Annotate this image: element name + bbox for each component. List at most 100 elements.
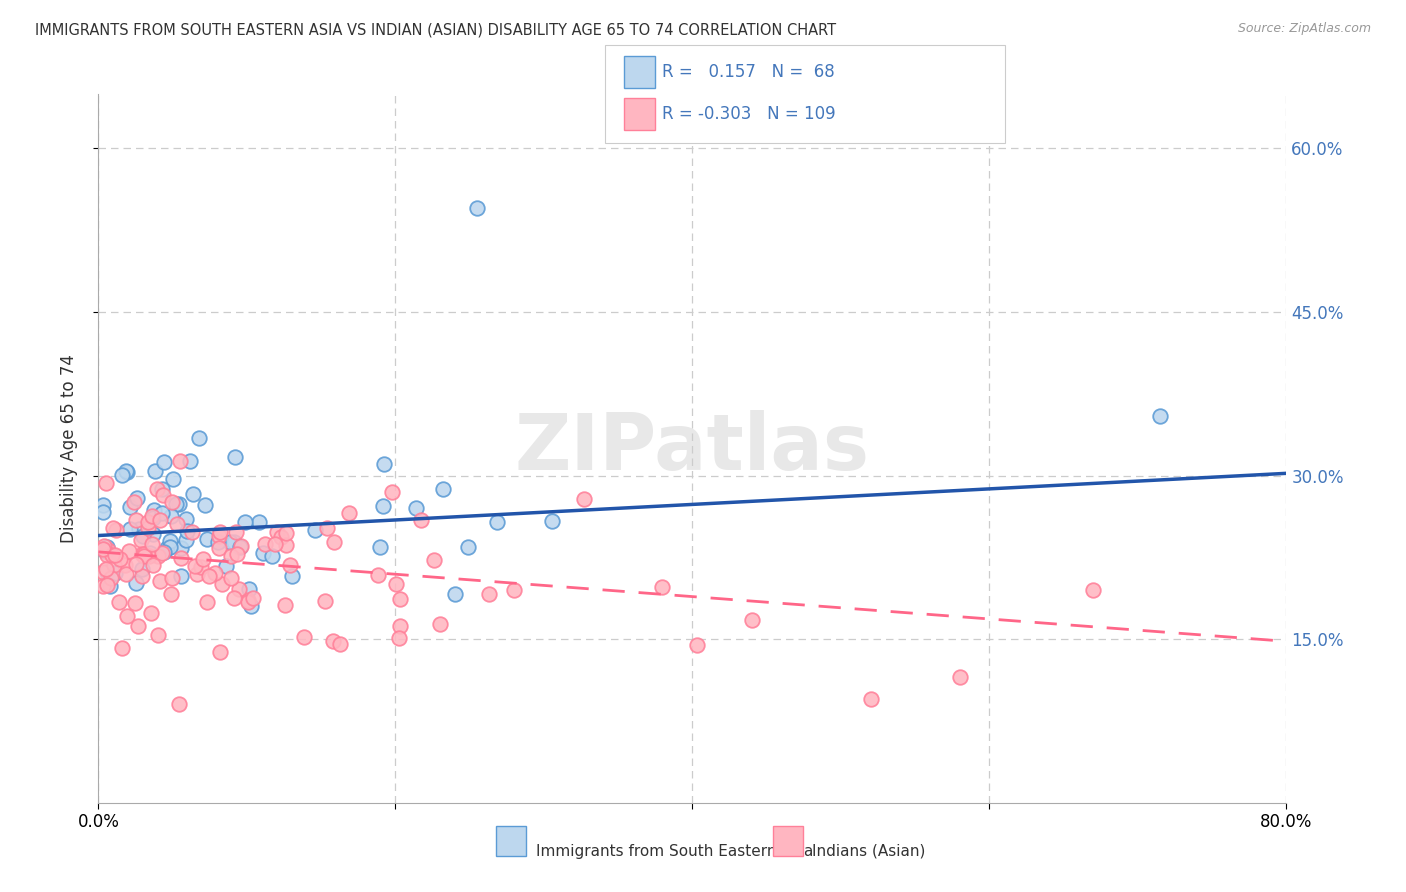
Point <box>540 514 562 528</box>
Point <box>304 523 326 537</box>
Point <box>104 548 127 562</box>
Point <box>150 546 173 560</box>
Point <box>96 578 118 592</box>
Text: Immigrants from South Eastern Asia: Immigrants from South Eastern Asia <box>536 844 813 858</box>
Point <box>322 534 344 549</box>
Point <box>179 454 201 468</box>
Point <box>228 582 250 597</box>
Point <box>170 541 193 555</box>
Point <box>1149 409 1171 423</box>
Point <box>167 697 190 711</box>
Point <box>162 571 184 585</box>
Y-axis label: Disability Age 65 to 74: Disability Age 65 to 74 <box>59 354 77 542</box>
Point <box>197 568 219 582</box>
Point <box>142 558 165 573</box>
Point <box>266 524 288 539</box>
Point <box>141 509 163 524</box>
Point <box>136 516 159 530</box>
Point <box>159 587 181 601</box>
Point <box>190 560 212 574</box>
Point <box>253 537 276 551</box>
Point <box>98 579 121 593</box>
Point <box>131 569 153 583</box>
Point <box>111 468 134 483</box>
Point <box>236 593 259 607</box>
Bar <box>773 826 803 856</box>
Point <box>208 541 231 555</box>
Point <box>104 566 127 580</box>
Point <box>167 497 190 511</box>
Point <box>183 558 205 573</box>
Point <box>103 558 125 572</box>
Point <box>233 515 256 529</box>
Point <box>111 640 134 655</box>
Point <box>108 595 131 609</box>
Point <box>949 670 972 684</box>
Point <box>367 567 389 582</box>
Point <box>411 513 433 527</box>
Point <box>222 535 245 549</box>
Point <box>292 630 315 644</box>
Point <box>457 540 479 554</box>
Point <box>225 524 247 539</box>
Point <box>159 540 181 554</box>
Point <box>150 482 173 496</box>
Point <box>118 500 141 514</box>
Point <box>91 542 114 557</box>
Point <box>124 576 146 591</box>
Point <box>142 510 165 524</box>
Point <box>159 534 181 549</box>
Point <box>148 549 170 563</box>
Point <box>405 501 427 516</box>
Point <box>162 472 184 486</box>
Point <box>208 524 231 539</box>
Point <box>389 618 412 632</box>
Point <box>322 634 344 648</box>
Point <box>120 522 142 536</box>
Point <box>128 522 150 536</box>
Point <box>204 566 226 581</box>
Point <box>222 591 245 606</box>
Point <box>274 538 297 552</box>
Point <box>101 549 124 563</box>
Point <box>211 577 233 591</box>
Point <box>315 521 337 535</box>
Point <box>270 530 292 544</box>
Point <box>139 546 162 560</box>
Point <box>485 515 508 529</box>
Point <box>209 644 232 658</box>
Point <box>1083 583 1105 598</box>
Point <box>146 483 169 497</box>
Point <box>114 558 136 572</box>
Point <box>207 535 229 549</box>
Point <box>122 495 145 509</box>
Point <box>165 497 187 511</box>
Point <box>93 539 115 553</box>
Text: ZIPatlas: ZIPatlas <box>515 410 870 486</box>
Point <box>503 583 526 598</box>
Point <box>197 532 219 546</box>
Point <box>314 594 336 608</box>
Point <box>651 580 673 594</box>
Point <box>150 506 173 520</box>
Text: Source: ZipAtlas.com: Source: ZipAtlas.com <box>1237 22 1371 36</box>
Point <box>96 565 118 579</box>
Point <box>170 568 193 582</box>
Point <box>115 465 138 479</box>
Point <box>153 545 176 559</box>
Point <box>226 548 249 562</box>
Point <box>180 525 202 540</box>
Point <box>278 558 301 573</box>
Point <box>91 505 114 519</box>
Point <box>166 517 188 532</box>
Point <box>572 491 595 506</box>
Text: R =   0.157   N =  68: R = 0.157 N = 68 <box>662 63 835 81</box>
Point <box>195 595 218 609</box>
Point <box>423 553 446 567</box>
Point <box>478 587 501 601</box>
Point <box>240 599 263 614</box>
Point <box>131 562 153 576</box>
Point <box>96 540 118 554</box>
Point <box>186 566 208 581</box>
Point <box>432 482 454 496</box>
